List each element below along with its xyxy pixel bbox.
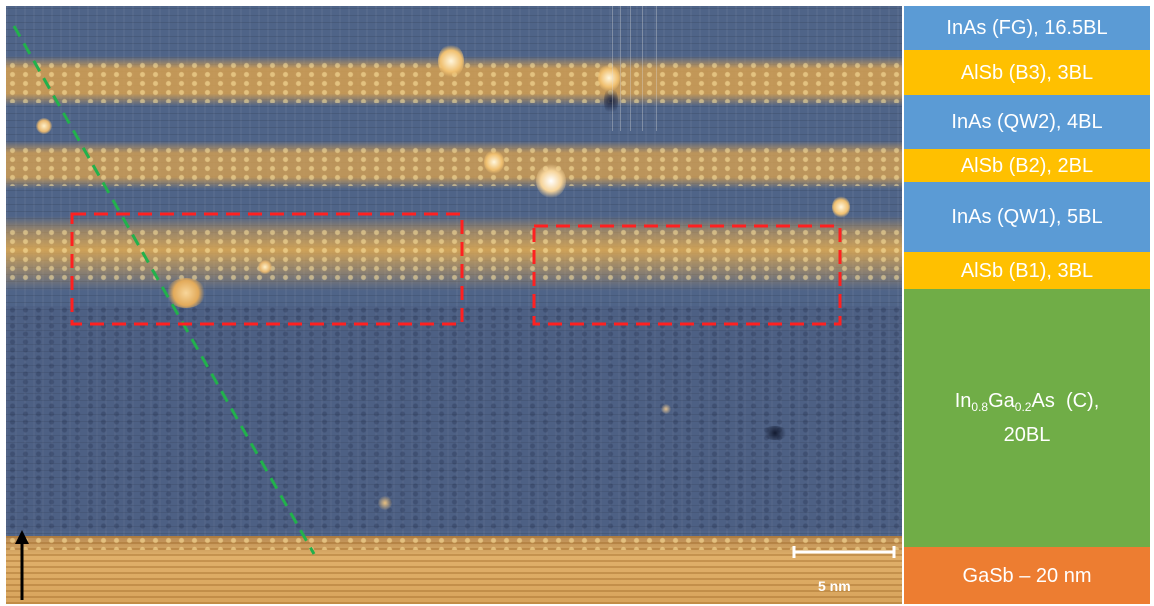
layer-label: InAs (FG), 16.5BL (946, 17, 1108, 39)
highlight-box-left (70, 212, 464, 326)
stm-micrograph: 5 nm (6, 6, 902, 604)
highlight-box-right (532, 224, 842, 326)
layer-gasb-substrate: GaSb – 20 nm (904, 547, 1150, 604)
growth-direction-arrow-icon (15, 530, 29, 600)
overlay-annotations (12, 25, 896, 600)
layer-inas-fg: InAs (FG), 16.5BL (904, 6, 1150, 50)
layer-label: AlSb (B2), 2BL (960, 154, 1094, 177)
layer-label: In0.8Ga0.2As (C), 20BL (954, 390, 1100, 446)
layer-inas-qw2: InAs (QW2), 4BL (904, 95, 1150, 149)
layer-ingaas-channel: In0.8Ga0.2As (C), 20BL (904, 289, 1150, 547)
layer-inas-qw1: InAs (QW1), 5BL (904, 182, 1150, 252)
band-channel (6, 306, 902, 531)
layer-label: AlSb (B1), 3BL (960, 259, 1094, 282)
layer-label: GaSb – 20 nm (962, 564, 1092, 587)
layer-label: InAs (QW1), 5BL (951, 206, 1103, 228)
layer-label: InAs (QW2), 4BL (951, 111, 1103, 133)
layer-alsb-b2: AlSb (B2), 2BL (904, 149, 1150, 182)
layer-label: AlSb (B3), 3BL (960, 61, 1094, 84)
scale-bar-label: 5 nm (818, 578, 851, 594)
layer-legend: InAs (FG), 16.5BL AlSb (B3), 3BL InAs (Q… (904, 6, 1150, 604)
layer-alsb-b3: AlSb (B3), 3BL (904, 50, 1150, 95)
scale-bar (792, 546, 896, 558)
green-dashed-guide-line (12, 25, 316, 555)
layer-alsb-b1: AlSb (B1), 3BL (904, 252, 1150, 289)
